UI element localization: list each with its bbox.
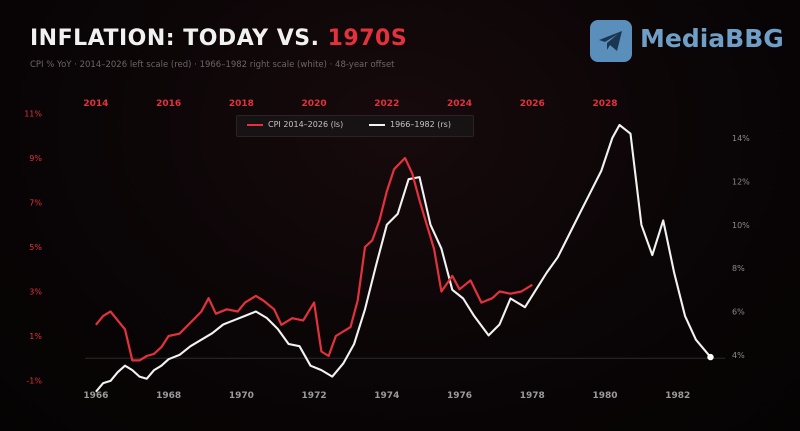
chart-legend: CPI 2014–2026 (ls) 1966–1982 (rs): [236, 115, 474, 137]
x-bottom-tick-label: 1978: [520, 391, 545, 401]
chart-title: INFLATION: TODAY VS. 1970S: [30, 26, 407, 51]
x-top-tick-label: 2028: [592, 99, 617, 109]
y-left-tick-label: 7%: [29, 199, 42, 208]
legend-item-white: 1966–1982 (rs): [369, 120, 451, 129]
x-bottom-tick-label: 1980: [592, 391, 617, 401]
series-end-marker: [707, 353, 714, 361]
y-left-tick-label: 5%: [29, 243, 42, 252]
legend-label-red: CPI 2014–2026 (ls): [268, 120, 344, 129]
legend-swatch-red: [247, 123, 263, 126]
axis-ticks: 2014 2016 2018 2020 2022 2024 2026 2028 1966 1968…: [24, 99, 750, 401]
x-top-tick-label: 2020: [302, 99, 327, 109]
y-left-tick-label: -1%: [26, 376, 42, 385]
x-top-tick-label: 2014: [83, 99, 108, 109]
telegram-icon: [590, 20, 632, 62]
x-top-tick-label: 2016: [156, 99, 181, 109]
y-right-tick-label: 4%: [732, 351, 745, 360]
x-top-tick-label: 2024: [447, 99, 472, 109]
y-right-tick-label: 6%: [732, 308, 745, 317]
y-left-tick-label: 9%: [29, 154, 42, 163]
y-left-tick-label: 3%: [29, 287, 42, 296]
chart-subtitle: CPI % YoY · 2014–2026 left scale (red) ·…: [30, 60, 395, 70]
x-top-tick-label: 2026: [520, 99, 545, 109]
y-right-tick-label: 8%: [732, 264, 745, 273]
x-bottom-tick-label: 1970: [229, 391, 254, 401]
y-right-tick-label: 14%: [732, 134, 750, 143]
x-bottom-tick-label: 1968: [156, 391, 181, 401]
x-bottom-tick-label: 1976: [447, 391, 472, 401]
x-top-tick-label: 2022: [374, 99, 399, 109]
x-bottom-tick-label: 1966: [83, 391, 108, 401]
y-right-tick-label: 10%: [732, 221, 750, 230]
legend-label-white: 1966–1982 (rs): [390, 120, 451, 129]
x-top-tick-label: 2018: [229, 99, 254, 109]
series-line-2014-2026: [95, 156, 533, 362]
x-bottom-tick-label: 1982: [665, 391, 690, 401]
x-bottom-tick-label: 1974: [374, 391, 399, 401]
y-left-tick-label: 1%: [29, 332, 42, 341]
y-right-tick-label: 12%: [732, 177, 750, 186]
y-left-tick-label: 11%: [24, 110, 42, 119]
chart-title-accent: 1970S: [327, 26, 408, 51]
brand-watermark: MediaBBG: [590, 18, 790, 64]
legend-swatch-white: [369, 123, 385, 126]
chart-title-main: INFLATION: TODAY VS.: [30, 26, 328, 51]
series-line-1966-1982: [95, 123, 712, 393]
brand-name: MediaBBG: [640, 24, 784, 53]
legend-item-red: CPI 2014–2026 (ls): [247, 120, 343, 129]
x-bottom-tick-label: 1972: [302, 391, 327, 401]
